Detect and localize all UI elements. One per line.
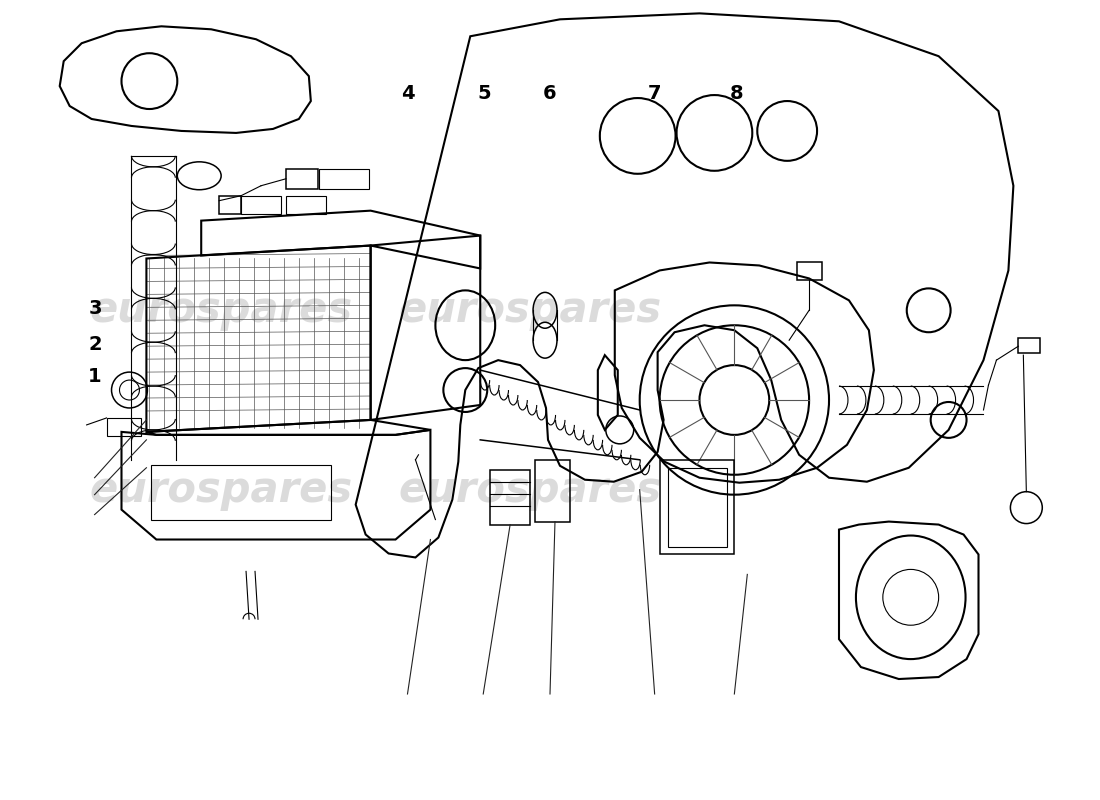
Text: 5: 5 xyxy=(477,83,491,102)
Text: 1: 1 xyxy=(88,366,102,386)
Bar xyxy=(1019,338,1041,353)
Text: eurospares: eurospares xyxy=(398,290,661,331)
Text: 4: 4 xyxy=(400,83,415,102)
Bar xyxy=(491,470,530,525)
Text: 3: 3 xyxy=(88,299,102,318)
Bar xyxy=(668,468,727,547)
Text: eurospares: eurospares xyxy=(89,290,353,331)
Bar xyxy=(286,169,318,189)
Bar xyxy=(241,196,280,214)
Bar xyxy=(798,262,822,281)
Bar xyxy=(107,418,142,436)
Text: 2: 2 xyxy=(88,334,102,354)
Bar xyxy=(660,460,735,554)
Bar xyxy=(152,465,331,519)
Text: eurospares: eurospares xyxy=(89,469,353,510)
Text: 7: 7 xyxy=(648,83,661,102)
Text: 6: 6 xyxy=(543,83,557,102)
Bar xyxy=(535,460,570,522)
Bar xyxy=(286,196,326,214)
Bar xyxy=(219,196,241,214)
Text: 8: 8 xyxy=(729,83,744,102)
Text: eurospares: eurospares xyxy=(398,469,661,510)
Bar xyxy=(319,169,369,189)
